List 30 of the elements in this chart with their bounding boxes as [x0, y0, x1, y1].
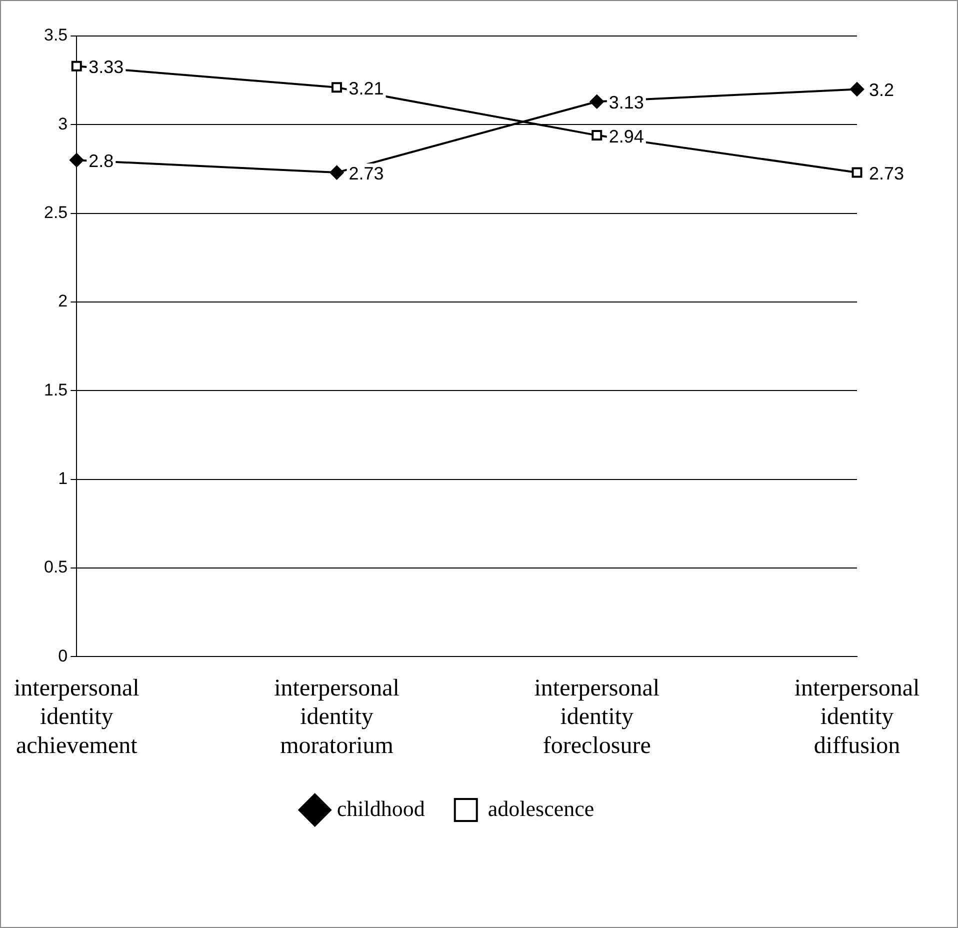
point	[852, 167, 862, 178]
y-tick-label: 2	[58, 292, 68, 311]
data-label: 2.8	[88, 151, 114, 172]
point	[330, 166, 344, 180]
y-tick-label: 0.5	[44, 558, 68, 577]
y-tick-label: 3	[58, 114, 68, 134]
point	[71, 60, 82, 72]
data-label: 2.73	[869, 164, 904, 184]
x-tick-label: interpersonal identity diffusion	[794, 675, 920, 759]
legend-label: adolescence	[488, 796, 594, 821]
legend-label: childhood	[336, 796, 425, 821]
x-tick-label: interpersonal identity achievement	[14, 675, 140, 759]
x-tick-label: interpersonal identity foreclosure	[534, 675, 660, 759]
data-label: 2.94	[608, 126, 644, 146]
y-tick-label: 1.5	[44, 380, 68, 400]
point	[70, 153, 84, 168]
data-label: 3.33	[88, 57, 124, 78]
y-tick-label: 3.5	[44, 26, 68, 45]
data-label: 2.73	[348, 164, 384, 184]
x-tick-label: interpersonal identity moratorium	[274, 675, 400, 759]
data-label: 3.21	[348, 78, 384, 98]
point	[590, 94, 604, 109]
y-tick-label: 1	[58, 468, 68, 488]
data-label: 3.2	[869, 80, 894, 100]
y-tick-label: 2.5	[44, 203, 68, 222]
data-label: 3.13	[608, 92, 644, 113]
y-tick-label: 0	[58, 646, 68, 666]
point	[850, 82, 864, 96]
point	[332, 82, 342, 93]
point	[592, 130, 602, 141]
